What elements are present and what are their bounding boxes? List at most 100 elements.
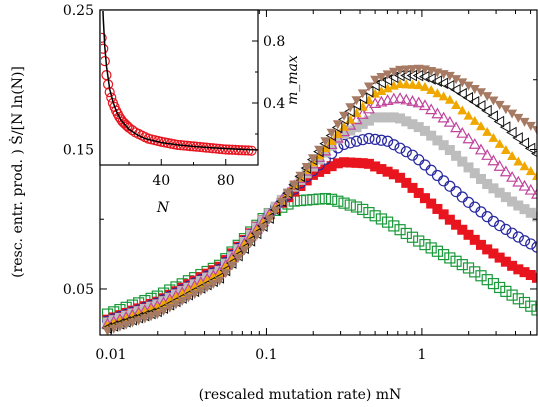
main-point — [370, 161, 381, 172]
main-point — [431, 75, 442, 87]
main-point — [195, 286, 206, 296]
main-y-tick-label: 0.15 — [63, 142, 94, 158]
main-point — [499, 121, 511, 133]
main-point — [395, 172, 406, 183]
main-point — [444, 180, 456, 192]
main-point — [431, 169, 444, 182]
main-x-tick-label: 1 — [417, 347, 426, 363]
main-point — [518, 137, 530, 150]
main-point — [500, 256, 511, 267]
main-point — [513, 200, 524, 211]
inset-x-axis: 40 80 — [128, 159, 235, 189]
main-point — [270, 206, 281, 216]
main-point — [407, 182, 418, 193]
inset-point — [243, 145, 254, 156]
main-point — [451, 150, 462, 161]
main-point — [506, 227, 518, 239]
main-point — [463, 162, 474, 173]
main-point — [475, 88, 486, 98]
main-point — [444, 145, 455, 156]
main-point — [444, 94, 455, 104]
inset-plot: 40 80 0.4 0.8 N m_max — [99, 9, 301, 216]
main-point — [351, 157, 362, 168]
main-point — [413, 122, 424, 133]
main-point — [320, 147, 331, 158]
main-point — [344, 137, 356, 149]
main-x-tick-label: 0.1 — [255, 347, 277, 363]
main-point — [164, 303, 175, 313]
main-point — [419, 159, 431, 171]
inset-y-axis: 0.4 0.8 — [252, 34, 285, 135]
main-plot: 0.01 0.1 1 0.05 0.15 0.25 (rescaled mutation… — [8, 3, 538, 403]
main-point — [363, 207, 375, 219]
main-point — [401, 177, 412, 188]
main-point — [525, 300, 537, 312]
main-point — [426, 198, 437, 209]
main-point — [406, 231, 419, 243]
main-point — [474, 143, 487, 155]
main-point — [220, 269, 231, 279]
main-point — [356, 107, 369, 119]
main-point — [437, 111, 450, 123]
main-point — [444, 214, 455, 225]
main-point — [463, 110, 474, 120]
main-point — [513, 113, 524, 123]
main-point — [326, 128, 337, 138]
main-x-axis-label: (rescaled mutation rate) mN — [199, 387, 402, 403]
main-point — [468, 138, 481, 149]
main-point — [519, 267, 530, 278]
main-plot-frame — [99, 9, 538, 336]
main-point — [133, 316, 144, 326]
main-point — [531, 304, 537, 316]
main-point — [487, 277, 500, 290]
main-point — [350, 201, 363, 213]
main-point — [518, 296, 531, 309]
main-point — [418, 99, 431, 111]
main-point — [456, 191, 468, 203]
main-point — [519, 161, 530, 171]
inset-background — [100, 10, 258, 165]
main-point — [532, 125, 537, 135]
main-point — [488, 183, 499, 194]
main-point — [419, 238, 431, 251]
main-point — [350, 113, 363, 125]
main-point — [376, 85, 387, 95]
main-point — [500, 105, 511, 115]
main-point — [400, 146, 412, 158]
main-point — [475, 121, 486, 131]
main-point — [457, 224, 468, 235]
main-point — [431, 245, 444, 257]
main-point — [294, 194, 307, 207]
inset-plot-frame — [99, 9, 259, 166]
main-point — [494, 281, 506, 294]
main-point — [214, 276, 225, 286]
main-point — [493, 160, 506, 171]
main-point — [438, 91, 449, 101]
main-point — [432, 135, 443, 146]
main-point — [525, 238, 537, 250]
main-point — [525, 121, 536, 131]
main-point — [469, 234, 480, 245]
main-point — [444, 71, 455, 81]
main-point — [494, 100, 505, 110]
main-point — [114, 322, 125, 332]
main-point — [388, 220, 400, 232]
main-point — [357, 89, 368, 99]
main-point — [351, 122, 362, 133]
main-point — [507, 260, 518, 271]
main-point — [289, 180, 300, 190]
main-point — [301, 163, 312, 173]
main-point — [139, 314, 150, 324]
main-point — [369, 133, 381, 145]
main-point — [339, 157, 350, 168]
main-point — [220, 261, 231, 271]
main-point — [345, 157, 356, 168]
main-point — [432, 88, 443, 98]
main-point — [413, 187, 424, 198]
inset-point — [120, 119, 131, 130]
main-point — [475, 270, 487, 282]
main-point — [245, 238, 256, 248]
main-point — [382, 112, 393, 123]
main-point — [494, 138, 505, 148]
main-point — [512, 175, 525, 187]
